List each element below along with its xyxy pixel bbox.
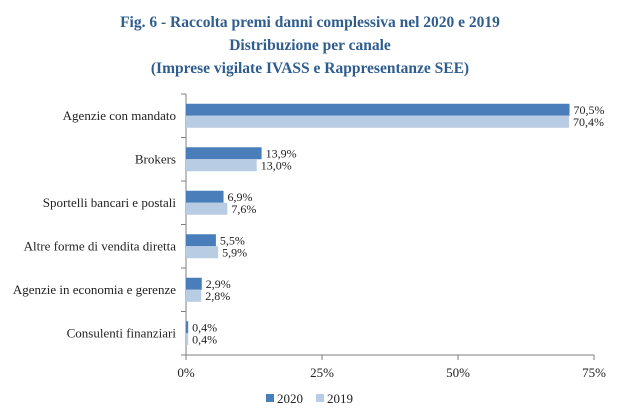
bar-2020-1: [186, 147, 262, 160]
data-label-2019: 13,0%: [261, 158, 292, 172]
legend-swatch-2019: [316, 394, 324, 402]
data-label-2019: 2,8%: [205, 289, 230, 303]
legend-label-2019: 2019: [327, 391, 353, 406]
bar-2020-3: [186, 234, 216, 247]
data-label-2020: 2,9%: [206, 277, 231, 291]
data-label-2020: 6,9%: [228, 190, 253, 204]
category-label: Consulenti finanziari: [67, 325, 177, 340]
bar-2019-4: [186, 289, 202, 302]
bar-2019-3: [186, 246, 219, 259]
data-label-2020: 13,9%: [266, 146, 297, 160]
category-label: Sportelli bancari e postali: [43, 195, 177, 210]
plot-area: 0% 25% 50% 75% Agenzie con mandato 70,5%70,4%…: [13, 93, 606, 380]
bar-2020-5: [186, 321, 189, 334]
data-label-2019: 5,9%: [222, 245, 247, 259]
x-tick-label: 25%: [310, 365, 334, 380]
bar-2019-0: [186, 115, 569, 128]
bar-2019-2: [186, 202, 228, 215]
category-label: Brokers: [135, 151, 176, 166]
bar-2019-5: [186, 333, 189, 346]
bar-2019-1: [186, 159, 257, 172]
data-label-2019: 7,6%: [231, 202, 256, 216]
x-tick-label: 0%: [177, 365, 195, 380]
chart-title-line-3: (Imprese vigilate IVASS e Rappresentanze…: [151, 60, 469, 77]
legend-swatch-2020: [266, 394, 274, 402]
legend: 2020 2019: [266, 391, 353, 406]
data-label-2020: 5,5%: [220, 233, 245, 247]
category-label: Agenzie con mandato: [63, 108, 176, 123]
data-label-2019: 0,4%: [192, 332, 217, 346]
data-label-2020: 0,4%: [192, 320, 217, 334]
bar-2020-0: [186, 103, 570, 116]
bar-2020-2: [186, 190, 224, 203]
category-label: Altre forme di vendita diretta: [24, 238, 177, 253]
chart-title-line-1: Fig. 6 - Raccolta premi danni complessiv…: [120, 14, 500, 31]
data-label-2019: 70,4%: [573, 115, 604, 129]
chart-title: Fig. 6 - Raccolta premi danni complessiv…: [120, 14, 500, 77]
x-tick-label: 50%: [446, 365, 470, 380]
category-label: Agenzie in economia e gerenze: [13, 282, 176, 297]
x-tick-label: 75%: [582, 365, 606, 380]
legend-label-2020: 2020: [277, 391, 303, 406]
bar-2020-4: [186, 277, 202, 290]
data-label-2020: 70,5%: [574, 103, 605, 117]
chart-title-line-2: Distribuzione per canale: [229, 37, 391, 54]
